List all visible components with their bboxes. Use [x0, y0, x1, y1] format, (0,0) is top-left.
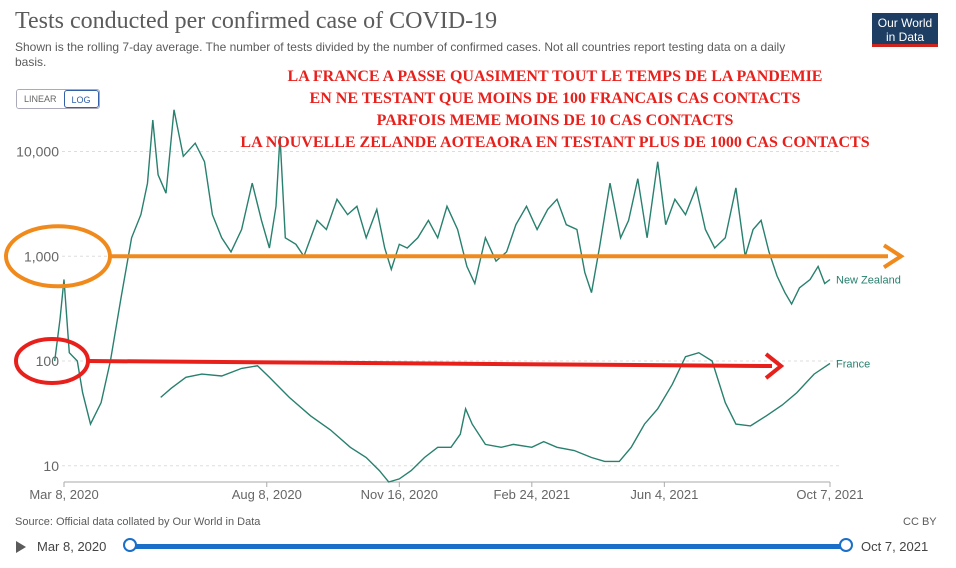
y-tick-label: 10	[43, 458, 59, 474]
y-tick-label: 10,000	[16, 144, 59, 160]
orange-arrowhead	[882, 243, 905, 269]
timeline: Mar 8, 2020 Oct 7, 2021	[0, 534, 956, 560]
timeline-track[interactable]	[130, 544, 846, 549]
timeline-end-label: Oct 7, 2021	[861, 539, 929, 554]
y-tick-label: 100	[36, 353, 60, 369]
x-tick-label: Mar 8, 2020	[29, 487, 98, 502]
x-tick-label: Aug 8, 2020	[232, 487, 302, 502]
annotation-line-2: EN NE TESTANT QUE MOINS DE 100 FRANCAIS …	[309, 90, 801, 107]
timeline-start-label: Mar 8, 2020	[37, 539, 107, 554]
license-label[interactable]: CC BY	[903, 516, 937, 528]
x-tick-label: Feb 24, 2021	[494, 487, 571, 502]
series-line	[160, 351, 831, 483]
chart-title: Tests conducted per confirmed case of CO…	[15, 8, 498, 34]
series-label: New Zealand	[836, 275, 901, 287]
log-scale-button[interactable]: LOG	[63, 90, 99, 108]
chart-subtitle: Shown is the rolling 7-day average. The …	[15, 40, 786, 69]
annotation-block: LA FRANCE A PASSE QUASIMENT TOUT LE TEMP…	[170, 66, 940, 154]
timeline-end-handle[interactable]	[839, 538, 853, 552]
y-tick-label: 1,000	[24, 248, 59, 264]
logo-line-1: Our World	[877, 16, 933, 30]
x-tick-label: Nov 16, 2020	[361, 487, 438, 502]
source-note[interactable]: Source: Official data collated by Our Wo…	[15, 516, 261, 528]
scale-toggle: LINEAR LOG	[16, 89, 100, 109]
series-label: France	[836, 358, 870, 370]
annotation-line-4: LA NOUVELLE ZELANDE AOTEAORA EN TESTANT …	[240, 134, 870, 151]
logo-line-2: in Data	[885, 30, 925, 44]
annotation-line-1: LA FRANCE A PASSE QUASIMENT TOUT LE TEMP…	[287, 68, 823, 85]
x-tick-label: Oct 7, 2021	[796, 487, 863, 502]
red-arrow-line	[87, 359, 773, 369]
red-arrowhead	[764, 352, 785, 380]
series-line	[54, 109, 831, 427]
annotation-line-3: PARFOIS MEME MOINS DE 10 CAS CONTACTS	[376, 112, 734, 129]
x-tick-label: Jun 4, 2021	[630, 487, 698, 502]
timeline-start-handle[interactable]	[123, 538, 137, 552]
linear-scale-button[interactable]: LINEAR	[17, 90, 64, 108]
play-icon[interactable]	[16, 541, 26, 553]
owid-logo[interactable]: Our World in Data	[872, 13, 938, 47]
